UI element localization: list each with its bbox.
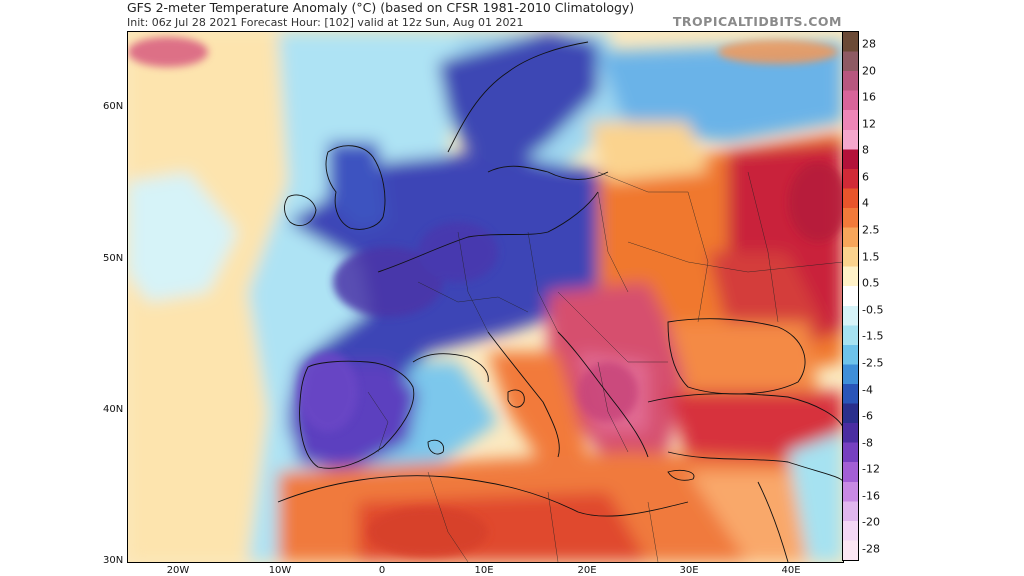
- colorbar-tick-label: -20: [862, 515, 880, 529]
- colorbar-tick-label: 2.5: [862, 223, 880, 237]
- colorbar-tick-label: 28: [862, 37, 876, 51]
- colorbar-tick-label: -6: [862, 409, 873, 423]
- colorbar-tick-label: -2.5: [862, 356, 884, 370]
- colorbar-tick-label: -1.5: [862, 329, 884, 343]
- colorbar-tick-label: 12: [862, 117, 876, 131]
- colorbar-tick-label: 6: [862, 170, 869, 184]
- colorbar-tick-label: 8: [862, 143, 869, 157]
- temperature-anomaly-map: [127, 31, 844, 563]
- lat-label-40n: 40N: [103, 404, 124, 415]
- colorbar-tick-label: 1.5: [862, 250, 880, 264]
- lon-label-40e: 40E: [781, 565, 801, 576]
- colorbar-tick-label: 4: [862, 196, 869, 210]
- map-svg: [128, 32, 843, 562]
- map-subtitle: Init: 06z Jul 28 2021 Forecast Hour: [10…: [127, 16, 524, 29]
- colorbar-tick-label: -16: [862, 489, 880, 503]
- colorbar-tick-label: 0.5: [862, 276, 880, 290]
- lon-label-20w: 20W: [166, 565, 190, 576]
- brand-watermark: TROPICALTIDBITS.COM: [672, 14, 842, 29]
- coastlines: [277, 41, 843, 562]
- lat-label-60n: 60N: [103, 101, 124, 112]
- lon-label-0: 0: [378, 565, 386, 576]
- lat-label-30n: 30N: [103, 555, 124, 566]
- lon-label-10w: 10W: [268, 565, 292, 576]
- colorbar-tick-label: -0.5: [862, 303, 884, 317]
- colorbar-tick-label: -28: [862, 542, 880, 556]
- lat-label-50n: 50N: [103, 253, 124, 264]
- lon-label-30e: 30E: [679, 565, 699, 576]
- colorbar-tick-label: -4: [862, 383, 873, 397]
- country-borders: [367, 171, 843, 562]
- colorbar-tick-label: 20: [862, 64, 876, 78]
- colorbar-tick-label: -8: [862, 436, 873, 450]
- colorbar-labels: 28 20 16 12 8 6 4 2.5 1.5 0.5 -0.5 -1.5 -2.5 -4 -6 -8 -1…: [862, 31, 902, 561]
- colorbar: [842, 31, 859, 561]
- colorbar-tick-label: 16: [862, 90, 876, 104]
- lon-label-10e: 10E: [474, 565, 494, 576]
- colorbar-tick-label: -12: [862, 462, 880, 476]
- map-title: GFS 2-meter Temperature Anomaly (°C) (ba…: [127, 0, 635, 15]
- lon-label-20e: 20E: [577, 565, 597, 576]
